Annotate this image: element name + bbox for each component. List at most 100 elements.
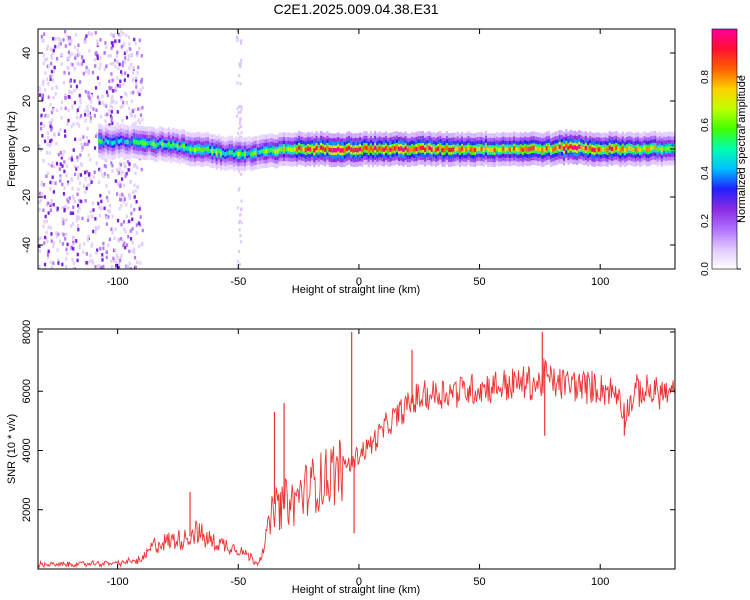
spectrogram-noise-cell — [50, 56, 53, 60]
spectrogram-noise-cell — [237, 188, 240, 192]
spectrogram-noise-cell — [111, 214, 114, 219]
spectrogram-ridge-cell — [365, 145, 368, 151]
spectrogram-noise-cell — [80, 143, 83, 147]
spectrogram-noise-cell — [78, 124, 81, 128]
spectrogram-noise-cell — [50, 72, 54, 77]
spectrogram-noise-cell — [115, 253, 118, 258]
spectrogram-noise-cell — [116, 182, 120, 187]
spectrogram-noise-cell — [90, 32, 94, 36]
spectrogram-noise-cell — [109, 53, 112, 58]
spectrogram-noise-cell — [120, 72, 124, 77]
spectrogram-ridge-cell — [639, 148, 642, 153]
y-tick-label: 40 — [21, 47, 33, 59]
spectrogram-noise-cell — [114, 64, 117, 69]
spectrogram-noise-cell — [101, 101, 104, 105]
spectrogram-noise-cell — [134, 189, 137, 193]
spectrogram-noise-cell — [90, 242, 94, 247]
spectrogram-noise-cell — [66, 242, 69, 247]
spectrogram-ridge-cell — [285, 147, 288, 152]
spectrogram-ridge-cell — [141, 140, 144, 146]
spectrogram-noise-cell — [86, 126, 89, 131]
spectrogram-ridge-cell — [515, 147, 518, 152]
spectrogram-noise-cell — [74, 137, 77, 141]
snr-y-ticks: 2000 4000 6000 8000 — [21, 320, 675, 522]
spectrogram-noise-cell — [119, 105, 123, 109]
spectrogram-noise-cell — [240, 107, 243, 111]
spectrogram-noise-cell — [65, 164, 68, 168]
spectrogram-ridge-cell — [660, 147, 663, 153]
spectrogram-ridge-cell — [206, 147, 210, 152]
spectrogram-noise-cell — [112, 256, 115, 261]
spectrogram-ridge-cell — [589, 146, 592, 151]
spectrogram-noise-cell — [106, 93, 109, 97]
spectrogram-noise-cell — [97, 225, 100, 229]
spectrogram-noise-cell — [76, 53, 80, 57]
spectrogram-noise-cell — [72, 266, 75, 269]
spectrogram-noise-cell — [56, 248, 59, 252]
spectrogram-noise-cell — [41, 93, 44, 97]
spectrogram-ridge-cell — [452, 147, 455, 152]
spectrogram-noise-cell — [121, 104, 124, 108]
spectrogram-noise-cell — [97, 201, 100, 206]
spectrogram-noise-cell — [96, 39, 99, 44]
spectrogram-noise-cell — [91, 201, 94, 206]
spectrogram-ridge-cell — [626, 146, 629, 152]
spectrogram-noise-cell — [84, 109, 87, 113]
spectrogram-ridge-cell — [510, 147, 514, 152]
spectrogram-noise-cell — [139, 261, 142, 265]
spectrogram-noise-cell — [68, 54, 72, 58]
spectrogram-noise-cell — [38, 88, 41, 92]
colorbar-tick-label: 0.0 — [700, 262, 711, 276]
spectrogram-noise-cell — [110, 118, 113, 123]
spectrogram-panel: -100 -50 0 50 100 -40 -20 0 20 40 Height of stra… — [6, 28, 676, 296]
spectrogram-noise-cell — [67, 35, 70, 40]
spectrogram-ridge-cell — [643, 145, 646, 151]
spectrogram-ridge-cell — [523, 146, 527, 151]
spectrogram-noise-cell — [47, 225, 50, 229]
spectrogram-ridge-cell — [363, 145, 366, 151]
spectrogram-noise-cell — [49, 77, 52, 81]
spectrogram-noise-cell — [71, 106, 74, 110]
spectrogram-x-axis-label: Height of straight line (km) — [292, 284, 420, 296]
spectrogram-ridge-cell — [647, 147, 650, 152]
spectrogram-noise-cell — [61, 262, 64, 267]
spectrogram-ridge-cell — [200, 148, 203, 153]
spectrogram-ridge-cell — [630, 146, 633, 151]
spectrogram-noise-cell — [128, 66, 131, 70]
spectrogram-ridge-cell — [165, 143, 168, 148]
colorbar: 0.0 0.2 0.4 0.6 0.8 Normalized spectral ampl… — [700, 28, 748, 276]
spectrogram-noise-cell — [59, 174, 62, 178]
spectrogram-noise-cell — [70, 177, 73, 181]
spectrogram-noise-cell — [67, 199, 70, 204]
spectrogram-noise-cell — [94, 264, 97, 269]
spectrogram-noise-cell — [90, 94, 93, 98]
spectrogram-noise-cell — [135, 165, 139, 170]
spectrogram-noise-cell — [108, 79, 111, 84]
spectrogram-ridge-cell — [602, 147, 605, 152]
spectrogram-ridge-cell — [545, 146, 548, 151]
spectrogram-noise-cell — [89, 253, 92, 258]
spectrogram-ridge-cell — [248, 150, 251, 156]
spectrogram-noise-cell — [116, 60, 119, 64]
spectrogram-ridge-cell — [487, 147, 490, 153]
spectrogram-ridge-cell — [617, 146, 620, 152]
spectrogram-noise-cell — [57, 45, 60, 49]
spectrogram-noise-cell — [49, 139, 52, 144]
spectrogram-ridge-cell — [237, 151, 240, 157]
spectrogram-noise-cell — [66, 34, 69, 39]
spectrogram-noise-cell — [99, 38, 102, 42]
spectrogram-noise-cell — [87, 91, 90, 95]
spectrogram-noise-cell — [129, 180, 132, 184]
spectrogram-noise-cell — [53, 164, 56, 169]
spectrogram-noise-cell — [92, 208, 95, 212]
spectrogram-noise-cell — [84, 40, 87, 44]
spectrogram-x-ticks: -100 -50 0 50 100 — [107, 29, 609, 288]
spectrogram-noise-cell — [141, 117, 144, 122]
spectrogram-ridge-cell — [441, 147, 444, 153]
spectrogram-noise-cell — [95, 162, 98, 166]
spectrogram-noise-cell — [52, 244, 55, 248]
spectrogram-noise-cell — [239, 233, 242, 237]
spectrogram-ridge-cell — [493, 148, 496, 153]
spectrogram-noise-cell — [238, 249, 241, 253]
spectrogram-noise-cell — [125, 172, 128, 176]
